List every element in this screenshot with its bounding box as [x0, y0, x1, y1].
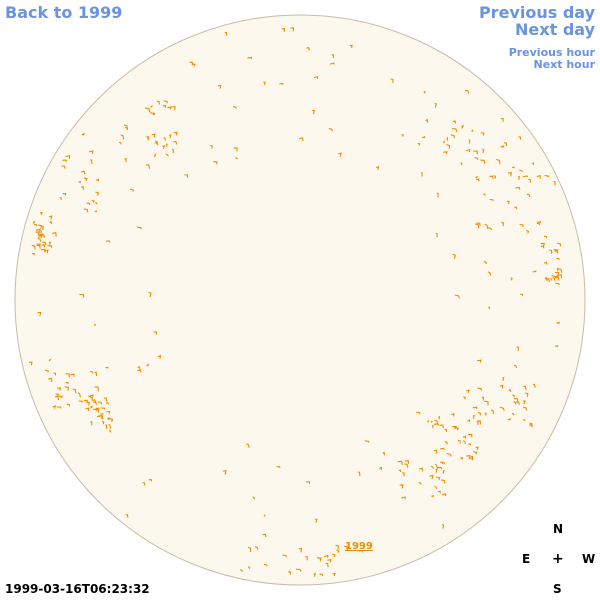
solar-disk	[14, 14, 586, 586]
compass-center-icon: +	[552, 551, 564, 567]
previous-day-link[interactable]: Previous day	[478, 3, 595, 22]
compass-west-label: W	[582, 552, 596, 566]
compass-south-label: S	[553, 582, 562, 596]
magnetic-feature-contours	[28, 27, 563, 577]
observation-timestamp: 1999-03-16T06:23:32	[5, 582, 150, 596]
compass-east-label: E	[522, 552, 531, 566]
compass-north-label: N	[553, 522, 564, 536]
year-label-link[interactable]: 1999	[345, 541, 373, 552]
previous-hour-link[interactable]: Previous hour	[508, 46, 595, 59]
back-to-year-link[interactable]: Back to 1999	[5, 3, 123, 22]
next-day-link[interactable]: Next day	[515, 20, 595, 39]
next-hour-link[interactable]: Next hour	[533, 58, 596, 71]
